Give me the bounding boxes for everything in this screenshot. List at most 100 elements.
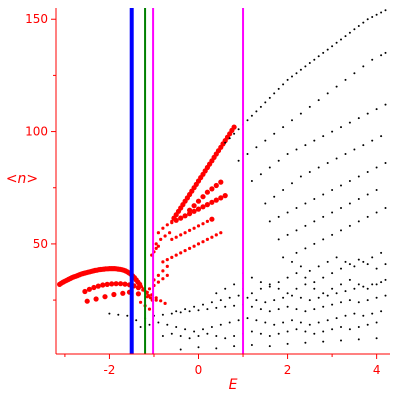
red-data-point [168,231,172,235]
red-data-point [219,231,223,235]
red-data-point [195,198,202,204]
red-data-point [218,179,224,185]
black-data-point [371,283,374,286]
black-data-point [224,305,227,308]
black-data-point [282,321,285,324]
black-data-point [308,171,311,173]
red-data-point [154,298,158,302]
black-data-point [291,294,293,297]
black-data-point [299,321,302,324]
black-data-point [335,317,338,320]
black-data-point [353,312,356,315]
black-data-point [179,348,182,351]
black-data-point [384,51,387,54]
black-data-point [366,323,369,326]
red-data-point [209,199,215,205]
black-data-point [357,301,360,304]
red-data-point [161,260,165,264]
black-data-point [308,323,311,326]
black-data-point [322,51,325,54]
black-data-point [331,130,334,133]
black-data-point [317,55,320,58]
black-data-point [317,321,320,324]
black-data-point [362,21,365,24]
black-data-point [317,99,320,102]
vertical-lines [129,8,245,354]
x-tick-label: 4 [373,363,381,377]
red-data-point [156,273,160,277]
black-data-point [215,306,218,309]
black-data-point [277,87,280,90]
red-data-point [195,206,202,212]
black-data-point [357,258,360,261]
black-data-point [264,301,267,304]
black-data-point [126,314,129,317]
red-data-point [170,237,174,241]
black-data-point [268,220,271,223]
black-data-point [322,305,325,308]
black-data-point [295,328,298,331]
black-data-point [277,215,280,218]
black-data-point [175,326,178,328]
red-data-point [213,182,219,189]
red-data-point [183,231,187,235]
red-data-point [204,189,210,195]
red-data-point [196,242,201,246]
black-data-point [357,25,360,27]
black-data-point [255,319,258,322]
red-data-point [188,246,192,250]
red-data-point [209,216,215,222]
red-data-point [147,307,152,311]
black-data-point [273,299,276,302]
black-data-point [380,251,383,254]
black-data-point [326,294,329,297]
red-data-point [82,288,88,295]
black-data-point [322,340,325,343]
black-data-point [268,96,271,99]
black-data-point [237,319,240,322]
black-data-point [322,193,325,196]
black-data-point [308,62,311,64]
black-data-point [184,328,187,331]
black-data-point [348,180,351,182]
black-data-point [313,58,316,61]
black-data-point [344,314,347,317]
red-data-point [104,281,110,287]
black-data-point [268,283,271,286]
black-data-point [304,276,307,279]
black-data-point [237,159,240,162]
black-data-point [197,346,200,349]
black-data-point [362,260,365,263]
black-data-point [304,341,307,344]
black-data-point [161,335,164,337]
black-data-point [233,132,236,135]
red-data-point [218,195,224,201]
black-data-point [326,48,329,51]
red-data-point [187,211,193,217]
black-data-point [304,224,307,227]
red-data-point [135,285,141,291]
red-data-point [214,233,218,237]
red-data-point [120,290,126,296]
black-data-point [357,220,360,223]
black-data-point [250,330,253,333]
black-data-point [286,276,289,279]
red-data-point [179,233,183,237]
red-data-point [182,213,188,219]
black-data-point [286,78,289,81]
red-data-point [156,231,160,235]
black-data-point [206,308,209,311]
black-data-point [277,159,280,162]
black-data-point [304,283,307,286]
black-data-point [273,92,276,95]
black-data-point [304,144,307,147]
black-data-point [384,9,387,12]
red-data-point [154,246,158,250]
black-data-point [322,238,325,241]
black-data-point [384,103,387,106]
black-data-point [344,35,347,38]
black-data-point [277,281,280,284]
black-data-point [331,189,334,191]
black-data-point [335,256,338,259]
